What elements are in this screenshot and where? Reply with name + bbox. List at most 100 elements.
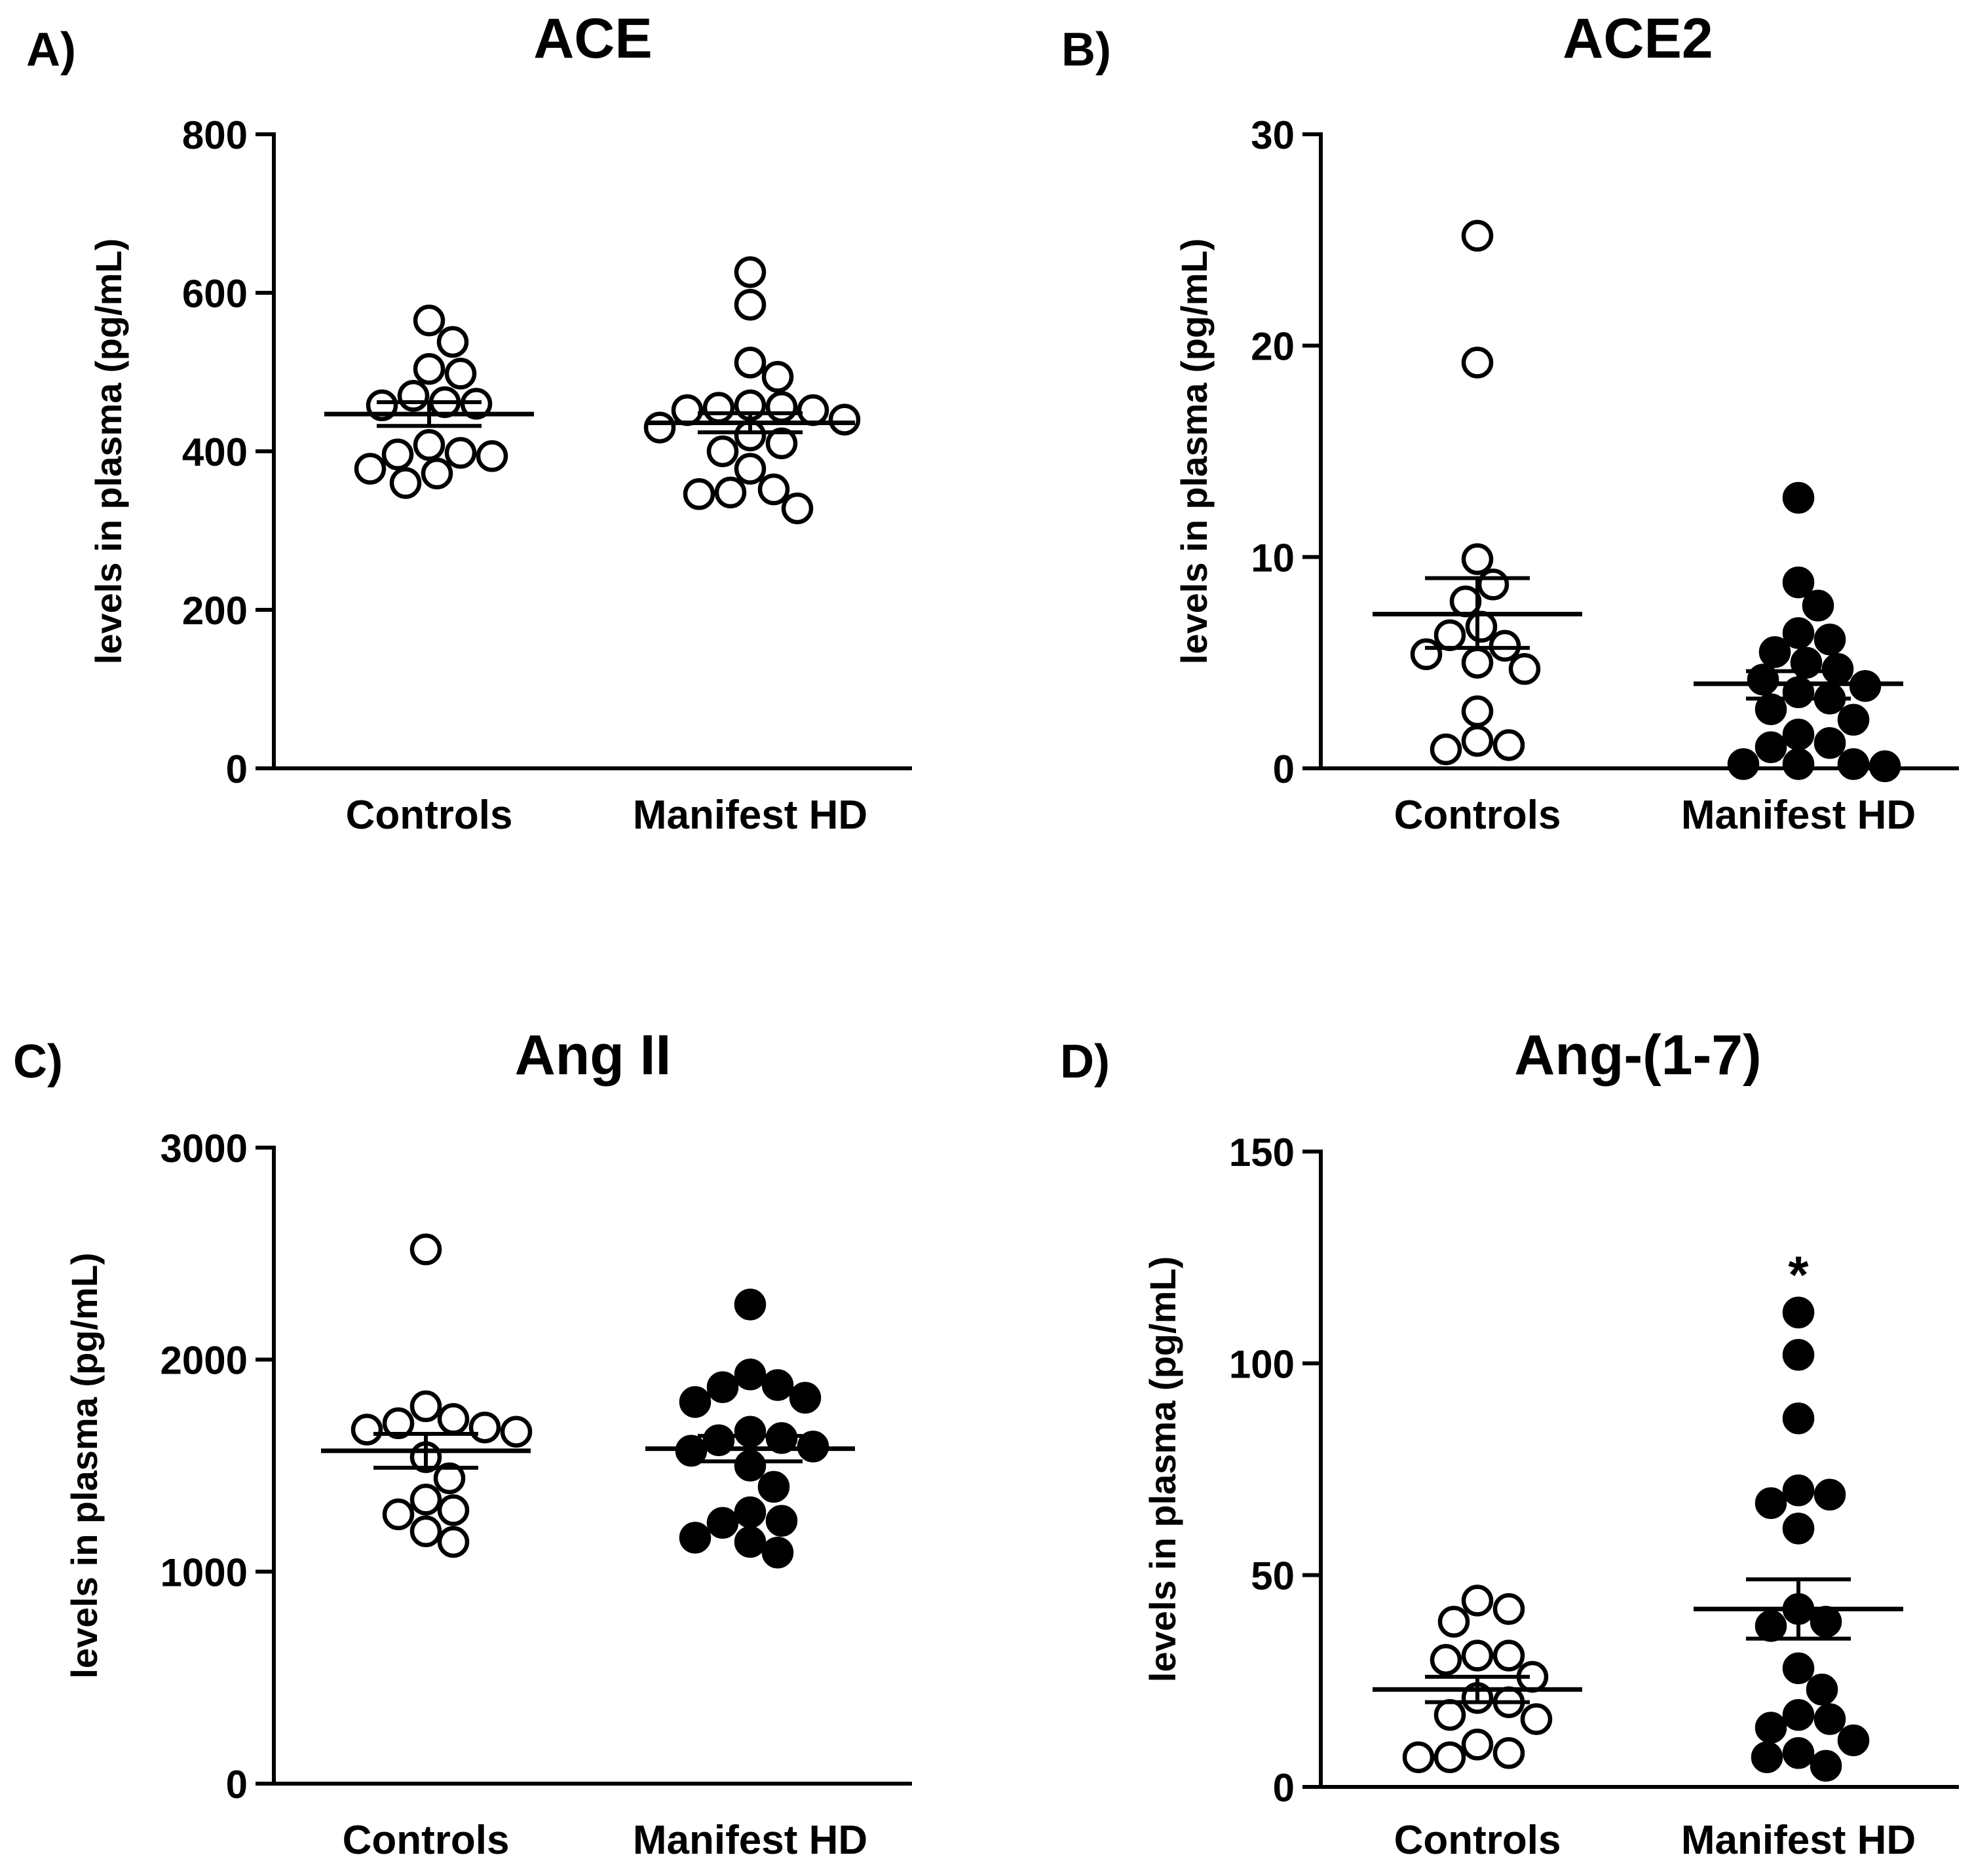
- data-point-filled: [1751, 1741, 1783, 1773]
- y-tick-label: 3000: [161, 1127, 248, 1171]
- panel-label: B): [1061, 24, 1111, 76]
- data-point-filled: [1813, 727, 1846, 759]
- data-point-open: [382, 1498, 415, 1531]
- data-point-open: [1492, 1640, 1525, 1672]
- x-tick-label: Manifest HD: [633, 793, 867, 838]
- data-point-open: [1433, 619, 1466, 651]
- data-point-filled: [1837, 1724, 1870, 1757]
- significance-marker: *: [1788, 1246, 1809, 1304]
- data-point-open: [1461, 347, 1494, 379]
- y-tick-label: 10: [1251, 536, 1295, 580]
- data-point-filled: [734, 1288, 767, 1321]
- data-point-filled: [1755, 731, 1787, 763]
- y-tick-label: 600: [182, 272, 248, 316]
- data-point-open: [389, 467, 422, 499]
- data-point-open: [702, 392, 735, 424]
- data-point-filled: [706, 1507, 739, 1539]
- data-point-open: [1449, 585, 1482, 618]
- chart-panel-c: C) Ang II 0 1000 2000 3000 levels in plasma (p…: [13, 1024, 912, 1863]
- data-point-open: [765, 390, 798, 423]
- data-point-open: [734, 256, 767, 288]
- data-point-open: [476, 440, 508, 472]
- data-point-open: [706, 435, 739, 468]
- x-tick-label: Controls: [343, 1818, 510, 1863]
- y-tick-label: 800: [182, 113, 248, 157]
- data-point-open: [1461, 543, 1494, 575]
- data-point-open: [1492, 1593, 1525, 1625]
- data-point-open: [444, 358, 477, 390]
- data-point-open: [444, 437, 477, 469]
- data-point-open: [1402, 1741, 1435, 1773]
- data-point-filled: [1810, 1605, 1842, 1638]
- data-point-open: [1461, 1729, 1494, 1761]
- data-point-filled: [679, 1522, 712, 1554]
- data-point-filled: [1755, 693, 1787, 725]
- data-point-open: [671, 394, 704, 426]
- data-point-open: [828, 403, 861, 436]
- y-tick-label: 50: [1251, 1554, 1295, 1598]
- data-point-filled: [1782, 566, 1815, 599]
- data-point-open: [1492, 1737, 1525, 1769]
- data-point-open: [413, 429, 446, 461]
- chart-panel-d: D) Ang-(1-7) 0 50 100 150 levels in plasma (pg…: [1060, 1024, 1959, 1863]
- chart-title: Ang-(1-7): [1514, 1024, 1761, 1087]
- data-point-open: [1461, 695, 1494, 728]
- panel-label: A): [26, 24, 76, 76]
- data-point-open: [381, 438, 414, 471]
- data-point-filled: [1782, 1296, 1815, 1328]
- data-point-filled: [1755, 1712, 1787, 1744]
- data-point-open: [765, 427, 798, 460]
- data-point-open: [1430, 1643, 1462, 1676]
- data-point-open: [781, 492, 814, 525]
- data-point-filled: [761, 1369, 794, 1401]
- data-point-open: [433, 1462, 466, 1495]
- data-point-filled: [765, 1505, 798, 1537]
- y-tick-label: 100: [1229, 1342, 1295, 1386]
- y-tick-label: 0: [226, 1763, 248, 1807]
- data-point-filled: [734, 1526, 767, 1558]
- data-point-open: [351, 1414, 383, 1446]
- data-point-open: [437, 1494, 470, 1526]
- data-point-filled: [1869, 750, 1901, 783]
- data-point-filled: [1782, 719, 1815, 751]
- data-point-open: [382, 1407, 415, 1440]
- data-point-open: [1492, 729, 1525, 761]
- data-point-open: [437, 1403, 470, 1435]
- data-point-open: [797, 394, 829, 426]
- data-point-filled: [757, 1471, 790, 1503]
- data-point-open: [734, 347, 767, 379]
- data-point-open: [734, 288, 767, 321]
- data-point-filled: [679, 1386, 712, 1418]
- chart-panel-b: B) ACE2 0 10 20 30 levels in plasma (pg/mL) Con…: [1061, 7, 1959, 838]
- data-point-filled: [1755, 1610, 1787, 1642]
- data-point-filled: [1782, 1512, 1815, 1545]
- data-point-open: [1461, 1640, 1494, 1672]
- data-point-open: [1433, 1741, 1466, 1773]
- data-point-open: [413, 352, 446, 385]
- data-point-open: [397, 380, 430, 412]
- data-point-filled: [1727, 748, 1760, 780]
- chart-panel-a: A) ACE 0 200 400 600 800 levels in plasma (pg/m…: [26, 7, 912, 838]
- y-tick-label: 0: [226, 747, 248, 791]
- data-point-open: [1461, 724, 1494, 757]
- data-point-filled: [1810, 1750, 1842, 1782]
- panel-label: C): [13, 1036, 63, 1088]
- data-point-filled: [734, 1496, 767, 1528]
- data-point-filled: [1782, 748, 1815, 780]
- data-point-filled: [1813, 1478, 1846, 1511]
- data-point-open: [421, 457, 453, 490]
- y-tick-label: 200: [182, 589, 248, 633]
- y-tick-label: 2000: [161, 1339, 248, 1383]
- data-point-filled: [1782, 1402, 1815, 1435]
- x-tick-label: Controls: [346, 793, 513, 838]
- y-tick-label: 0: [1273, 747, 1295, 791]
- x-tick-label: Manifest HD: [1681, 1818, 1916, 1863]
- data-point-filled: [1806, 1674, 1838, 1706]
- data-point-filled: [761, 1536, 794, 1569]
- y-tick-label: 150: [1229, 1131, 1295, 1174]
- data-point-open: [1461, 219, 1494, 252]
- data-point-open: [1433, 1698, 1466, 1731]
- data-point-open: [1437, 1605, 1470, 1638]
